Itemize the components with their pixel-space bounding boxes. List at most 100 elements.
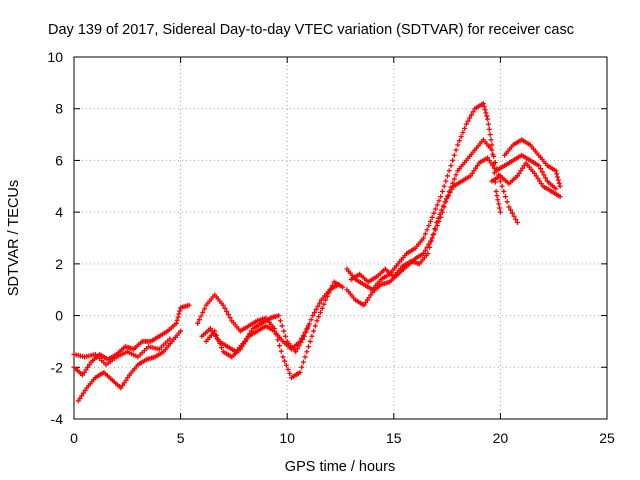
data-point [227, 315, 233, 321]
data-point [239, 344, 245, 350]
data-point [474, 163, 480, 169]
data-point [86, 362, 92, 368]
data-series [348, 152, 559, 285]
data-point [285, 366, 291, 372]
y-tick-label: -2 [51, 359, 64, 375]
data-point [80, 372, 86, 378]
data-point [538, 181, 544, 187]
data-point [460, 130, 466, 136]
data-point [427, 244, 433, 250]
data-point [279, 323, 285, 329]
data-point [368, 292, 374, 298]
data-point [212, 328, 218, 334]
y-tick-label: 4 [55, 204, 63, 220]
data-point [217, 340, 223, 346]
data-point [514, 173, 520, 179]
data-point [430, 232, 436, 238]
data-point [497, 209, 503, 215]
data-point [173, 320, 179, 326]
data-point [277, 318, 283, 324]
data-point [484, 113, 490, 119]
data-point [438, 194, 444, 200]
data-point [557, 194, 563, 200]
data-point [335, 282, 341, 288]
data-point [486, 157, 492, 163]
data-point [242, 338, 248, 344]
x-tick-label: 5 [177, 430, 185, 446]
data-point [533, 173, 539, 179]
data-point [77, 395, 83, 401]
data-point [492, 159, 498, 165]
data-point [299, 335, 305, 341]
data-point [304, 326, 310, 332]
data-point [497, 205, 503, 211]
data-series [71, 336, 173, 368]
data-point [451, 176, 457, 182]
data-series [489, 160, 563, 200]
data-point [220, 302, 226, 308]
data-point [81, 369, 87, 375]
y-tick-label: 8 [55, 101, 63, 117]
data-point [496, 201, 502, 207]
data-point [225, 312, 231, 318]
data-point [175, 314, 181, 320]
data-point [283, 362, 289, 368]
x-axis: 0 5 10 15 20 25 [70, 57, 615, 446]
data-point [307, 338, 313, 344]
data-point [317, 309, 323, 315]
data-point [553, 186, 559, 192]
data-point [215, 336, 221, 342]
data-point [444, 196, 450, 202]
data-point [364, 297, 370, 303]
grid-lines [74, 57, 607, 419]
data-point [485, 121, 491, 127]
data-series [203, 323, 312, 360]
data-point [287, 370, 293, 376]
data-point [516, 170, 522, 176]
data-point [446, 168, 452, 174]
data-point [219, 345, 225, 351]
data-point [513, 216, 519, 222]
data-point [195, 320, 201, 326]
data-point [480, 101, 486, 107]
x-tick-label: 20 [493, 430, 509, 446]
data-point [556, 180, 562, 186]
data-point [557, 183, 563, 189]
data-point [294, 346, 300, 352]
data-point [532, 170, 538, 176]
data-point [313, 306, 319, 312]
data-point [82, 388, 88, 394]
data-point [429, 214, 435, 220]
data-point [300, 359, 306, 365]
data-point [306, 344, 312, 350]
data-point [85, 364, 91, 370]
data-point [541, 172, 547, 178]
data-point [439, 188, 445, 194]
data-point [282, 358, 288, 364]
data-point [504, 199, 510, 205]
data-point [224, 308, 230, 314]
data-point [186, 302, 192, 308]
data-point [361, 302, 367, 308]
data-point [489, 147, 495, 153]
data-point [497, 178, 503, 184]
data-point [428, 238, 434, 244]
data-point [297, 369, 303, 375]
data-point [447, 189, 453, 195]
data-point [490, 163, 496, 169]
data-series [502, 137, 563, 189]
data-point [493, 188, 499, 194]
data-point [312, 323, 318, 329]
data-point [458, 134, 464, 140]
data-point [222, 305, 228, 311]
data-point [80, 390, 86, 396]
data-point [278, 348, 284, 354]
data-point [422, 231, 428, 237]
y-tick-label: 6 [55, 152, 63, 168]
data-point [277, 343, 283, 349]
data-point [465, 118, 471, 124]
data-point [441, 183, 447, 189]
data-point [445, 193, 451, 199]
data-point [494, 193, 500, 199]
